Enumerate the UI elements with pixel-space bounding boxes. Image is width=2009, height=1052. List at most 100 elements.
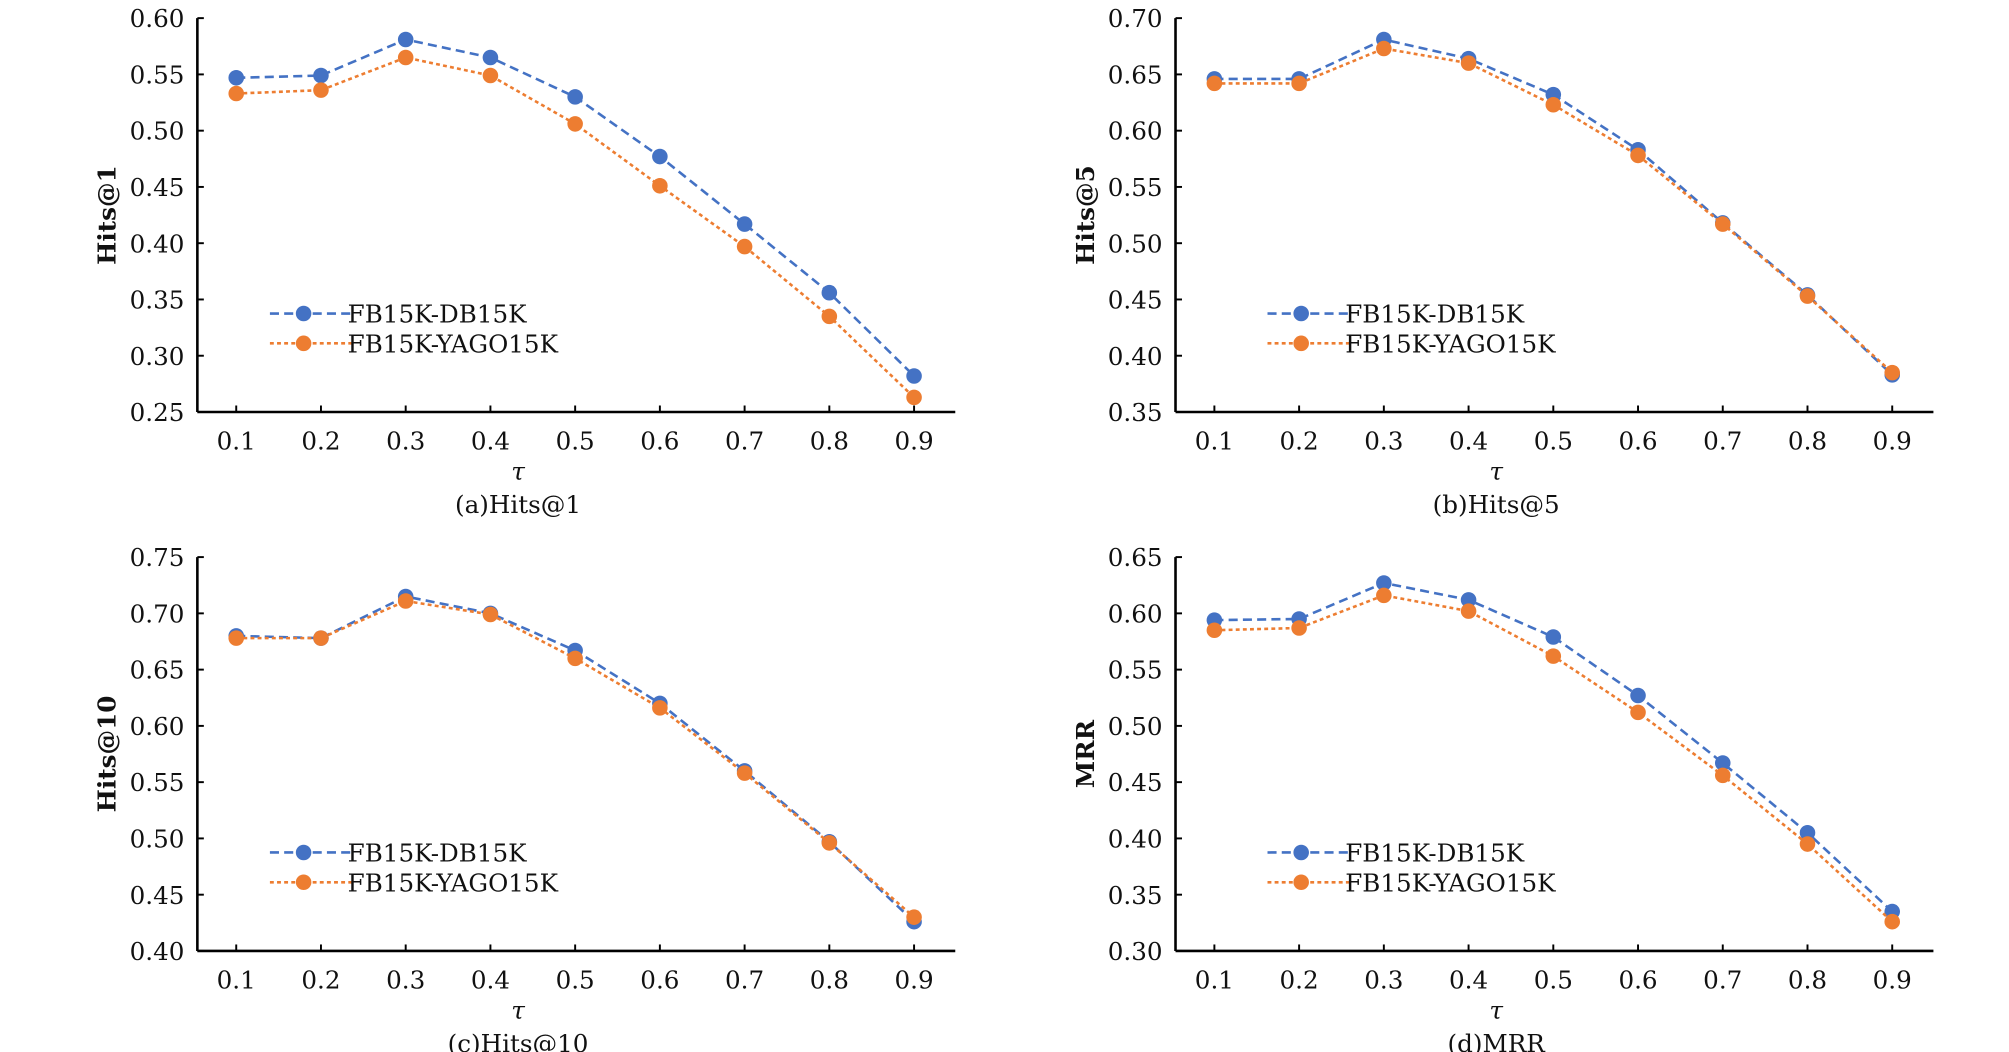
x-tick-label: 0.9: [1873, 427, 1912, 456]
x-tick-label: 0.4: [1449, 427, 1488, 456]
y-tick-label: 0.55: [1108, 173, 1163, 202]
data-point-fb15k-yago15k: [1460, 55, 1477, 71]
data-point-fb15k-db15k: [313, 67, 329, 84]
y-tick-label: 0.35: [1108, 881, 1163, 910]
data-point-fb15k-yago15k: [228, 630, 245, 646]
data-point-fb15k-yago15k: [1714, 216, 1731, 232]
data-point-fb15k-yago15k: [397, 593, 414, 609]
x-tick-label: 0.1: [1195, 966, 1234, 995]
x-tick-label: 0.5: [556, 966, 595, 995]
data-point-fb15k-yago15k: [313, 630, 329, 646]
data-point-fb15k-yago15k: [1884, 913, 1900, 930]
data-point-fb15k-yago15k: [228, 85, 245, 102]
y-tick-label: 0.45: [1108, 768, 1163, 797]
data-point-fb15k-db15k: [228, 70, 245, 86]
data-point-fb15k-yago15k: [1630, 147, 1646, 164]
data-point-fb15k-yago15k: [482, 606, 499, 623]
data-point-fb15k-db15k: [906, 368, 922, 384]
x-tick-label: 0.5: [1534, 427, 1573, 456]
data-point-fb15k-yago15k: [906, 909, 922, 925]
data-point-fb15k-yago15k: [397, 49, 414, 66]
data-point-fb15k-db15k: [652, 148, 668, 165]
y-tick-label: 0.40: [130, 937, 185, 966]
x-tick-label: 0.6: [1618, 966, 1657, 995]
data-point-fb15k-db15k: [821, 284, 838, 301]
x-tick-label: 0.7: [1703, 427, 1742, 456]
legend-label: FB15K-YAGO15K: [1345, 329, 1556, 358]
x-tick-label: 0.1: [217, 427, 256, 456]
data-point-fb15k-yago15k: [1799, 836, 1816, 852]
data-point-fb15k-yago15k: [1545, 97, 1562, 113]
y-tick-label: 0.50: [130, 117, 185, 146]
data-point-fb15k-db15k: [1630, 687, 1646, 704]
x-axis-label: τ: [1489, 456, 1503, 485]
data-point-fb15k-yago15k: [1714, 767, 1731, 784]
data-point-fb15k-db15k: [1376, 575, 1392, 591]
series-line-fb15k-yago15k: [236, 56, 915, 399]
x-tick-label: 0.2: [1280, 966, 1319, 995]
data-point-fb15k-yago15k: [1376, 587, 1392, 604]
y-axis-label: MRR: [1071, 719, 1100, 788]
legend-label: FB15K-YAGO15K: [348, 329, 559, 358]
legend-marker: [295, 844, 312, 861]
x-tick-label: 0.6: [640, 427, 679, 456]
data-point-fb15k-yago15k: [652, 178, 668, 194]
x-tick-label: 0.3: [386, 427, 425, 456]
x-tick-label: 0.1: [217, 966, 256, 995]
y-tick-label: 0.30: [1108, 937, 1163, 966]
y-tick-label: 0.50: [1108, 712, 1163, 741]
chart-panel-2: 0.35 0.40 0.45 0.50 0.55 0.60 0.65 0.70 0.1 0.2 0.…: [1071, 4, 1934, 519]
chart-caption: (c)Hits@10: [448, 1029, 589, 1052]
y-tick-label: 0.45: [1108, 286, 1163, 315]
data-point-fb15k-yago15k: [652, 700, 668, 716]
x-tick-label: 0.5: [556, 427, 595, 456]
x-tick-label: 0.1: [1195, 427, 1234, 456]
x-tick-label: 0.9: [1873, 966, 1912, 995]
x-axis-label: τ: [1489, 995, 1503, 1024]
legend-label: FB15K-YAGO15K: [348, 868, 559, 897]
data-point-fb15k-yago15k: [1460, 603, 1477, 619]
legend-marker: [295, 874, 312, 891]
x-tick-label: 0.4: [471, 966, 510, 995]
legend-marker: [1293, 305, 1309, 322]
y-tick-label: 0.60: [130, 4, 185, 33]
x-tick-label: 0.2: [301, 427, 340, 456]
y-tick-label: 0.30: [130, 342, 185, 371]
y-tick-label: 0.45: [130, 173, 185, 202]
data-point-fb15k-yago15k: [906, 389, 922, 406]
chart-caption: (a)Hits@1: [455, 490, 581, 519]
y-tick-label: 0.60: [1108, 599, 1163, 628]
y-axis-label: Hits@10: [93, 696, 122, 813]
x-axis-label: τ: [511, 995, 525, 1024]
legend-marker: [295, 335, 312, 352]
data-point-fb15k-db15k: [397, 31, 414, 48]
data-point-fb15k-db15k: [736, 216, 753, 232]
legend-label: FB15K-DB15K: [348, 839, 528, 868]
legend-label: FB15K-YAGO15K: [1345, 868, 1556, 897]
y-tick-label: 0.40: [1108, 342, 1163, 371]
chart-caption: (d)MRR: [1448, 1029, 1547, 1052]
y-tick-label: 0.35: [1108, 398, 1163, 427]
y-tick-label: 0.65: [130, 656, 185, 685]
y-tick-label: 0.40: [1108, 824, 1163, 853]
data-point-fb15k-db15k: [1799, 825, 1816, 841]
y-tick-label: 0.65: [1108, 543, 1163, 572]
data-point-fb15k-yago15k: [736, 765, 753, 781]
data-point-fb15k-yago15k: [821, 308, 838, 325]
legend-label: FB15K-DB15K: [1345, 839, 1525, 868]
x-tick-label: 0.8: [1788, 966, 1827, 995]
data-point-fb15k-db15k: [567, 89, 583, 105]
data-point-fb15k-db15k: [482, 49, 499, 66]
series-line-fb15k-db15k: [1214, 581, 1894, 913]
chart-panel-3: 0.40 0.45 0.50 0.55 0.60 0.65 0.70 0.75 0.1 0.2 0.…: [93, 543, 956, 1052]
data-point-fb15k-yago15k: [1206, 622, 1223, 639]
data-point-fb15k-yago15k: [1291, 620, 1307, 636]
x-tick-label: 0.5: [1534, 966, 1573, 995]
y-tick-label: 0.50: [130, 824, 185, 853]
y-tick-label: 0.45: [130, 881, 185, 910]
data-point-fb15k-yago15k: [1291, 75, 1307, 92]
y-tick-label: 0.75: [130, 543, 185, 572]
x-tick-label: 0.8: [1788, 427, 1827, 456]
chart-panel-4: 0.30 0.35 0.40 0.45 0.50 0.55 0.60 0.65 0.1 0.2 0.…: [1071, 543, 1934, 1052]
